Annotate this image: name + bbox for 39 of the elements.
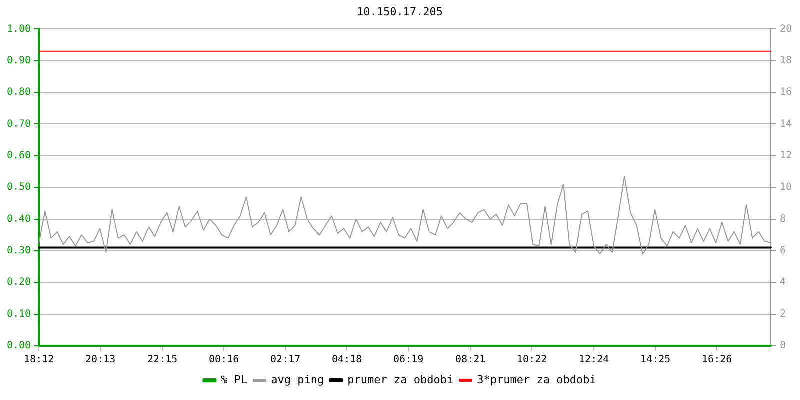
y-tick-label: 0.10 <box>6 308 32 320</box>
x-tick-label: 08:21 <box>456 354 486 366</box>
x-tick-label: 02:17 <box>270 354 301 366</box>
y2-tick-label: 6 <box>780 246 786 257</box>
y-tick-label: 1.00 <box>6 24 32 35</box>
x-tick-label: 14:25 <box>640 354 671 366</box>
y-tick-label: 0.90 <box>6 55 32 66</box>
legend-label: avg ping <box>271 373 324 386</box>
y-tick-label: 0.60 <box>6 150 32 162</box>
legend-label: % PL <box>221 373 248 386</box>
x-tick-label: 22:15 <box>148 354 178 366</box>
x-tick-label: 04:18 <box>332 354 362 366</box>
y-tick-label: 0.70 <box>6 118 32 130</box>
y2-tick-label: 10 <box>780 182 792 194</box>
y2-tick-label: 2 <box>780 308 786 320</box>
y2-tick-label: 12 <box>780 150 792 162</box>
chart-title: 10.150.17.205 <box>356 5 444 18</box>
y2-tick-label: 0 <box>780 340 786 352</box>
x-tick-label: 18:12 <box>24 354 54 366</box>
y2-tick-label: 14 <box>780 118 792 130</box>
legend-label: 3*prumer za obdobi <box>477 373 596 386</box>
x-tick-label: 00:16 <box>209 354 240 366</box>
y2-tick-label: 16 <box>780 87 792 98</box>
y-tick-label: 0.20 <box>6 277 32 288</box>
x-tick-label: 12:24 <box>579 354 610 366</box>
legend-label: prumer za obdobi <box>348 373 454 386</box>
y2-tick-label: 18 <box>780 55 792 66</box>
y-tick-label: 0.80 <box>6 87 32 98</box>
x-tick-label: 10:22 <box>517 354 548 366</box>
x-tick-label: 20:13 <box>86 354 116 366</box>
x-tick-label: 16:26 <box>702 354 732 366</box>
y2-tick-label: 20 <box>780 24 792 35</box>
y-tick-label: 0.40 <box>6 214 32 225</box>
y2-tick-label: 4 <box>780 277 786 288</box>
y-tick-label: 0.50 <box>6 182 32 194</box>
y-tick-label: 0.00 <box>6 340 32 352</box>
x-tick-label: 06:19 <box>394 354 424 366</box>
y-tick-label: 0.30 <box>6 246 32 257</box>
y2-tick-label: 8 <box>780 214 786 225</box>
